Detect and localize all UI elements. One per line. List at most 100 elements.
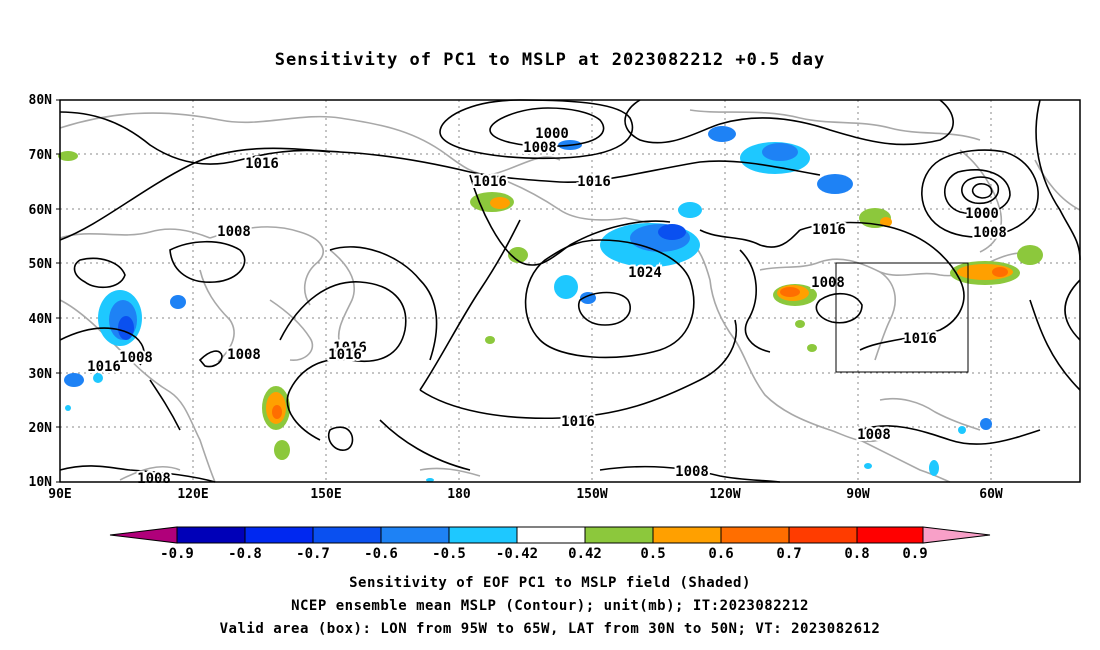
contour-label: 1008 — [857, 427, 891, 443]
shade-positive-patch — [880, 217, 892, 227]
contour-label: 1016 — [473, 174, 507, 190]
shade-negative-patch — [864, 463, 872, 469]
lat-label: 20N — [29, 421, 53, 436]
colorbar-swatch — [380, 526, 450, 544]
colorbar-label: -0.42 — [496, 546, 538, 562]
colorbar-label: 0.6 — [708, 546, 733, 562]
shade-positive-patch — [272, 405, 282, 419]
lon-label: 150W — [576, 487, 607, 502]
colorbar-label: -0.9 — [160, 546, 194, 562]
contour-label: 1008 — [675, 464, 709, 480]
lat-label: 50N — [29, 257, 53, 272]
colorbar-swatch — [448, 526, 518, 544]
grid-lines — [60, 100, 1080, 482]
colorbar-swatch — [584, 526, 654, 544]
colorbar-swatch — [652, 526, 722, 544]
contour-label: 1016 — [328, 347, 362, 363]
chart-title: Sensitivity of PC1 to MSLP at 2023082212… — [274, 50, 826, 70]
latitude-labels: 80N 70N 60N 50N 40N 30N 20N 10N — [29, 93, 53, 490]
contour-label: 1024 — [628, 265, 662, 281]
colorbar-swatch — [176, 526, 246, 544]
lon-label: 90W — [846, 487, 870, 502]
shade-negative-patch — [708, 126, 736, 142]
shade-negative-patch — [554, 275, 578, 299]
contour-label: 1016 — [903, 331, 937, 347]
colorbar-swatch — [516, 526, 586, 544]
contour-label: 1008 — [119, 350, 153, 366]
shade-negative-patch — [64, 373, 84, 387]
lat-label: 80N — [29, 93, 53, 108]
lat-label: 70N — [29, 148, 53, 163]
caption-valid-area: Valid area (box): LON from 95W to 65W, L… — [219, 621, 881, 637]
lon-label: 150E — [310, 487, 341, 502]
contour-label: 1008 — [137, 471, 171, 487]
shade-positive-patch — [274, 440, 290, 460]
shade-positive-patch — [992, 267, 1008, 277]
shade-negative-patch — [658, 224, 686, 240]
lon-label: 180 — [447, 487, 471, 502]
map-border — [59, 99, 1081, 483]
shade-negative-patch — [762, 143, 798, 161]
colorbar-label: 0.9 — [902, 546, 927, 562]
shade-positive-patch — [485, 336, 495, 344]
lon-label: 60W — [979, 487, 1003, 502]
colorbar-left-arrow — [109, 526, 178, 544]
colorbar-label: -0.7 — [296, 546, 330, 562]
colorbar — [109, 526, 991, 544]
contour-label: 1008 — [811, 275, 845, 291]
contour-label: 1016 — [87, 359, 121, 375]
lon-label: 120W — [709, 487, 740, 502]
contour-label: 1008 — [523, 140, 557, 156]
shade-positive-patch — [508, 247, 528, 263]
contour-label: 1016 — [577, 174, 611, 190]
shade-negative-patch — [958, 426, 966, 434]
shade-negative-patch — [678, 202, 702, 218]
contour-label: 1008 — [973, 225, 1007, 241]
lat-label: 30N — [29, 367, 53, 382]
shade-negative-patch — [65, 405, 71, 411]
mslp-contours — [59, 99, 1081, 483]
shade-positive-patch — [807, 344, 817, 352]
colorbar-swatch — [856, 526, 924, 544]
caption-shading: Sensitivity of EOF PC1 to MSLP field (Sh… — [349, 575, 751, 591]
colorbar-label: 0.5 — [640, 546, 665, 562]
coastlines — [59, 109, 1081, 483]
colorbar-label: -0.6 — [364, 546, 398, 562]
colorbar-label: 0.7 — [776, 546, 801, 562]
shade-positive-patch — [780, 287, 800, 297]
shade-negative-patch — [929, 460, 939, 476]
shade-positive-patch — [58, 151, 78, 161]
contour-labels: 1000 1008 1016 1016 1016 1008 1024 1016 … — [85, 124, 1009, 489]
axis-ticks — [56, 99, 60, 483]
contour-label: 1000 — [965, 206, 999, 222]
shade-negative-patch — [170, 295, 186, 309]
shade-negative-patch — [426, 478, 434, 482]
colorbar-right-arrow — [922, 526, 991, 544]
sensitivity-shading — [58, 126, 1043, 482]
colorbar-labels: -0.9 -0.8 -0.7 -0.6 -0.5 -0.42 0.42 0.5 … — [160, 546, 928, 562]
lat-label: 10N — [29, 475, 53, 490]
caption-contour: NCEP ensemble mean MSLP (Contour); unit(… — [291, 598, 809, 614]
valid-area-box — [835, 262, 969, 373]
shade-negative-patch — [93, 373, 103, 383]
shade-negative-patch — [118, 316, 134, 340]
contour-label: 1000 — [535, 126, 569, 142]
contour-label: 1008 — [217, 224, 251, 240]
lat-label: 60N — [29, 203, 53, 218]
colorbar-swatch — [720, 526, 790, 544]
shade-positive-patch — [1017, 245, 1043, 265]
colorbar-label: -0.8 — [228, 546, 262, 562]
colorbar-label: -0.5 — [432, 546, 466, 562]
lat-label: 40N — [29, 312, 53, 327]
colorbar-label: 0.42 — [568, 546, 602, 562]
longitude-labels: 90E 120E 150E 180 150W 120W 90W 60W — [48, 487, 1003, 502]
shade-positive-patch — [490, 197, 510, 209]
colorbar-swatch — [788, 526, 858, 544]
colorbar-label: 0.8 — [844, 546, 869, 562]
shade-negative-patch — [817, 174, 853, 194]
colorbar-swatch — [244, 526, 314, 544]
shade-positive-patch — [795, 320, 805, 328]
colorbar-swatch — [312, 526, 382, 544]
contour-label: 1016 — [245, 156, 279, 172]
